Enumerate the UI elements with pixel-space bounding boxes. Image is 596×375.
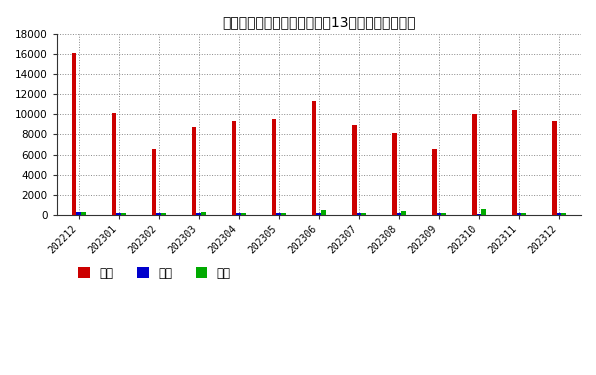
Bar	[436, 213, 442, 214]
Bar	[162, 213, 166, 214]
Bar	[321, 210, 326, 214]
Bar	[512, 110, 517, 214]
Bar	[442, 213, 446, 214]
Bar	[151, 149, 156, 214]
Bar	[396, 213, 401, 214]
Bar	[156, 213, 162, 214]
Bar	[237, 213, 241, 214]
Bar	[482, 209, 486, 214]
Bar	[392, 134, 396, 214]
Bar	[561, 213, 566, 214]
Bar	[517, 213, 522, 214]
Bar	[312, 102, 316, 214]
Bar	[197, 213, 201, 214]
Bar	[121, 213, 126, 214]
Bar	[316, 213, 321, 214]
Bar	[232, 121, 237, 214]
Bar	[277, 213, 281, 214]
Bar	[272, 120, 277, 214]
Bar	[281, 213, 286, 214]
Bar	[361, 213, 366, 214]
Bar	[522, 213, 526, 214]
Legend: 中国, 韩国, 巴林: 中国, 韩国, 巴林	[73, 262, 235, 285]
Bar	[72, 53, 76, 214]
Bar	[192, 127, 197, 214]
Bar	[432, 148, 436, 214]
Bar	[201, 212, 206, 214]
Bar	[552, 122, 557, 214]
Bar	[356, 213, 361, 214]
Bar	[76, 212, 81, 214]
Bar	[111, 114, 116, 214]
Bar	[557, 213, 561, 214]
Bar	[472, 114, 477, 214]
Bar	[401, 211, 406, 214]
Bar	[241, 213, 246, 214]
Bar	[116, 213, 121, 214]
Title: 日本自前三大进口来源国过去13个月刚玉进口数量: 日本自前三大进口来源国过去13个月刚玉进口数量	[222, 15, 415, 29]
Bar	[352, 126, 356, 214]
Bar	[81, 212, 86, 214]
